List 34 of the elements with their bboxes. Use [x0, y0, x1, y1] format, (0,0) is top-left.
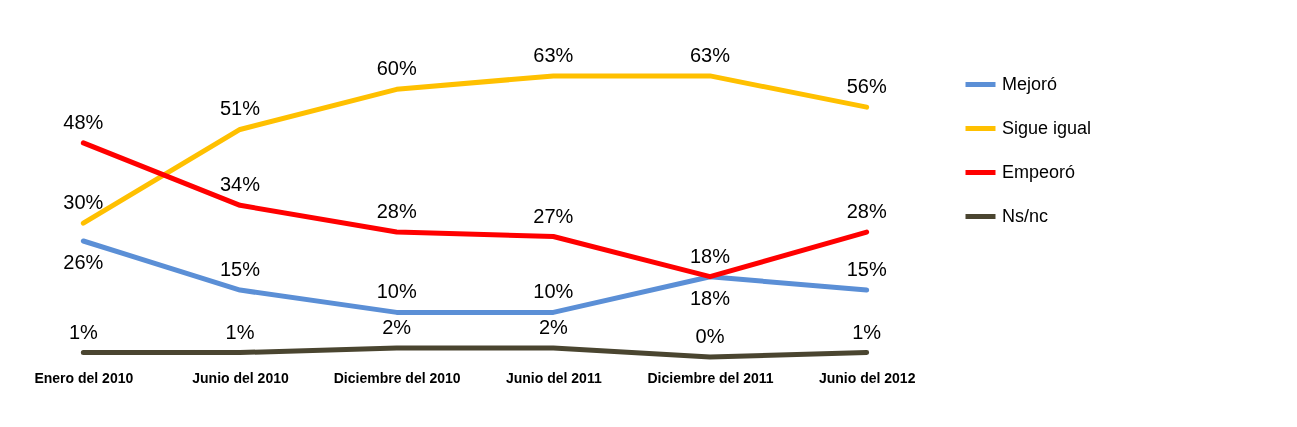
data-label: 28%: [846, 200, 887, 223]
x-tick-label: Diciembre del 2010: [333, 369, 461, 386]
legend-label: Empeoró: [1002, 161, 1076, 182]
x-tick-label: Junio del 2010: [192, 369, 289, 386]
data-label: 0%: [695, 325, 725, 347]
legend-label: Sigue igual: [1002, 117, 1092, 138]
data-label: 60%: [376, 57, 417, 80]
data-label: 10%: [533, 280, 574, 303]
data-label: 2%: [382, 316, 412, 339]
data-label: 34%: [219, 173, 261, 196]
data-label: 51%: [219, 97, 261, 120]
data-label: 1%: [225, 320, 255, 343]
data-label: 1%: [68, 320, 98, 343]
data-label: 1%: [852, 320, 882, 343]
data-label: 26%: [63, 251, 104, 273]
data-label: 10%: [376, 280, 417, 303]
x-tick-label: Diciembre del 2011: [647, 369, 774, 386]
data-label: 63%: [533, 43, 574, 66]
data-label: 63%: [689, 43, 731, 66]
data-label: 56%: [846, 75, 887, 98]
legend-label: Mejoró: [1002, 73, 1058, 94]
data-label: 48%: [63, 110, 104, 133]
data-label: 18%: [689, 244, 731, 267]
x-tick-label: Junio del 2012: [818, 369, 916, 386]
data-label: 2%: [538, 316, 568, 339]
x-tick-label: Junio del 2011: [505, 369, 602, 386]
legend-label: Ns/nc: [1002, 205, 1049, 226]
data-label: 30%: [63, 191, 104, 214]
data-label: 15%: [846, 258, 887, 281]
data-label: 18%: [689, 286, 731, 309]
data-label: 28%: [376, 200, 417, 223]
data-label: 15%: [219, 258, 261, 281]
x-tick-label: Enero del 2010: [34, 369, 134, 386]
data-label: 27%: [533, 204, 574, 227]
